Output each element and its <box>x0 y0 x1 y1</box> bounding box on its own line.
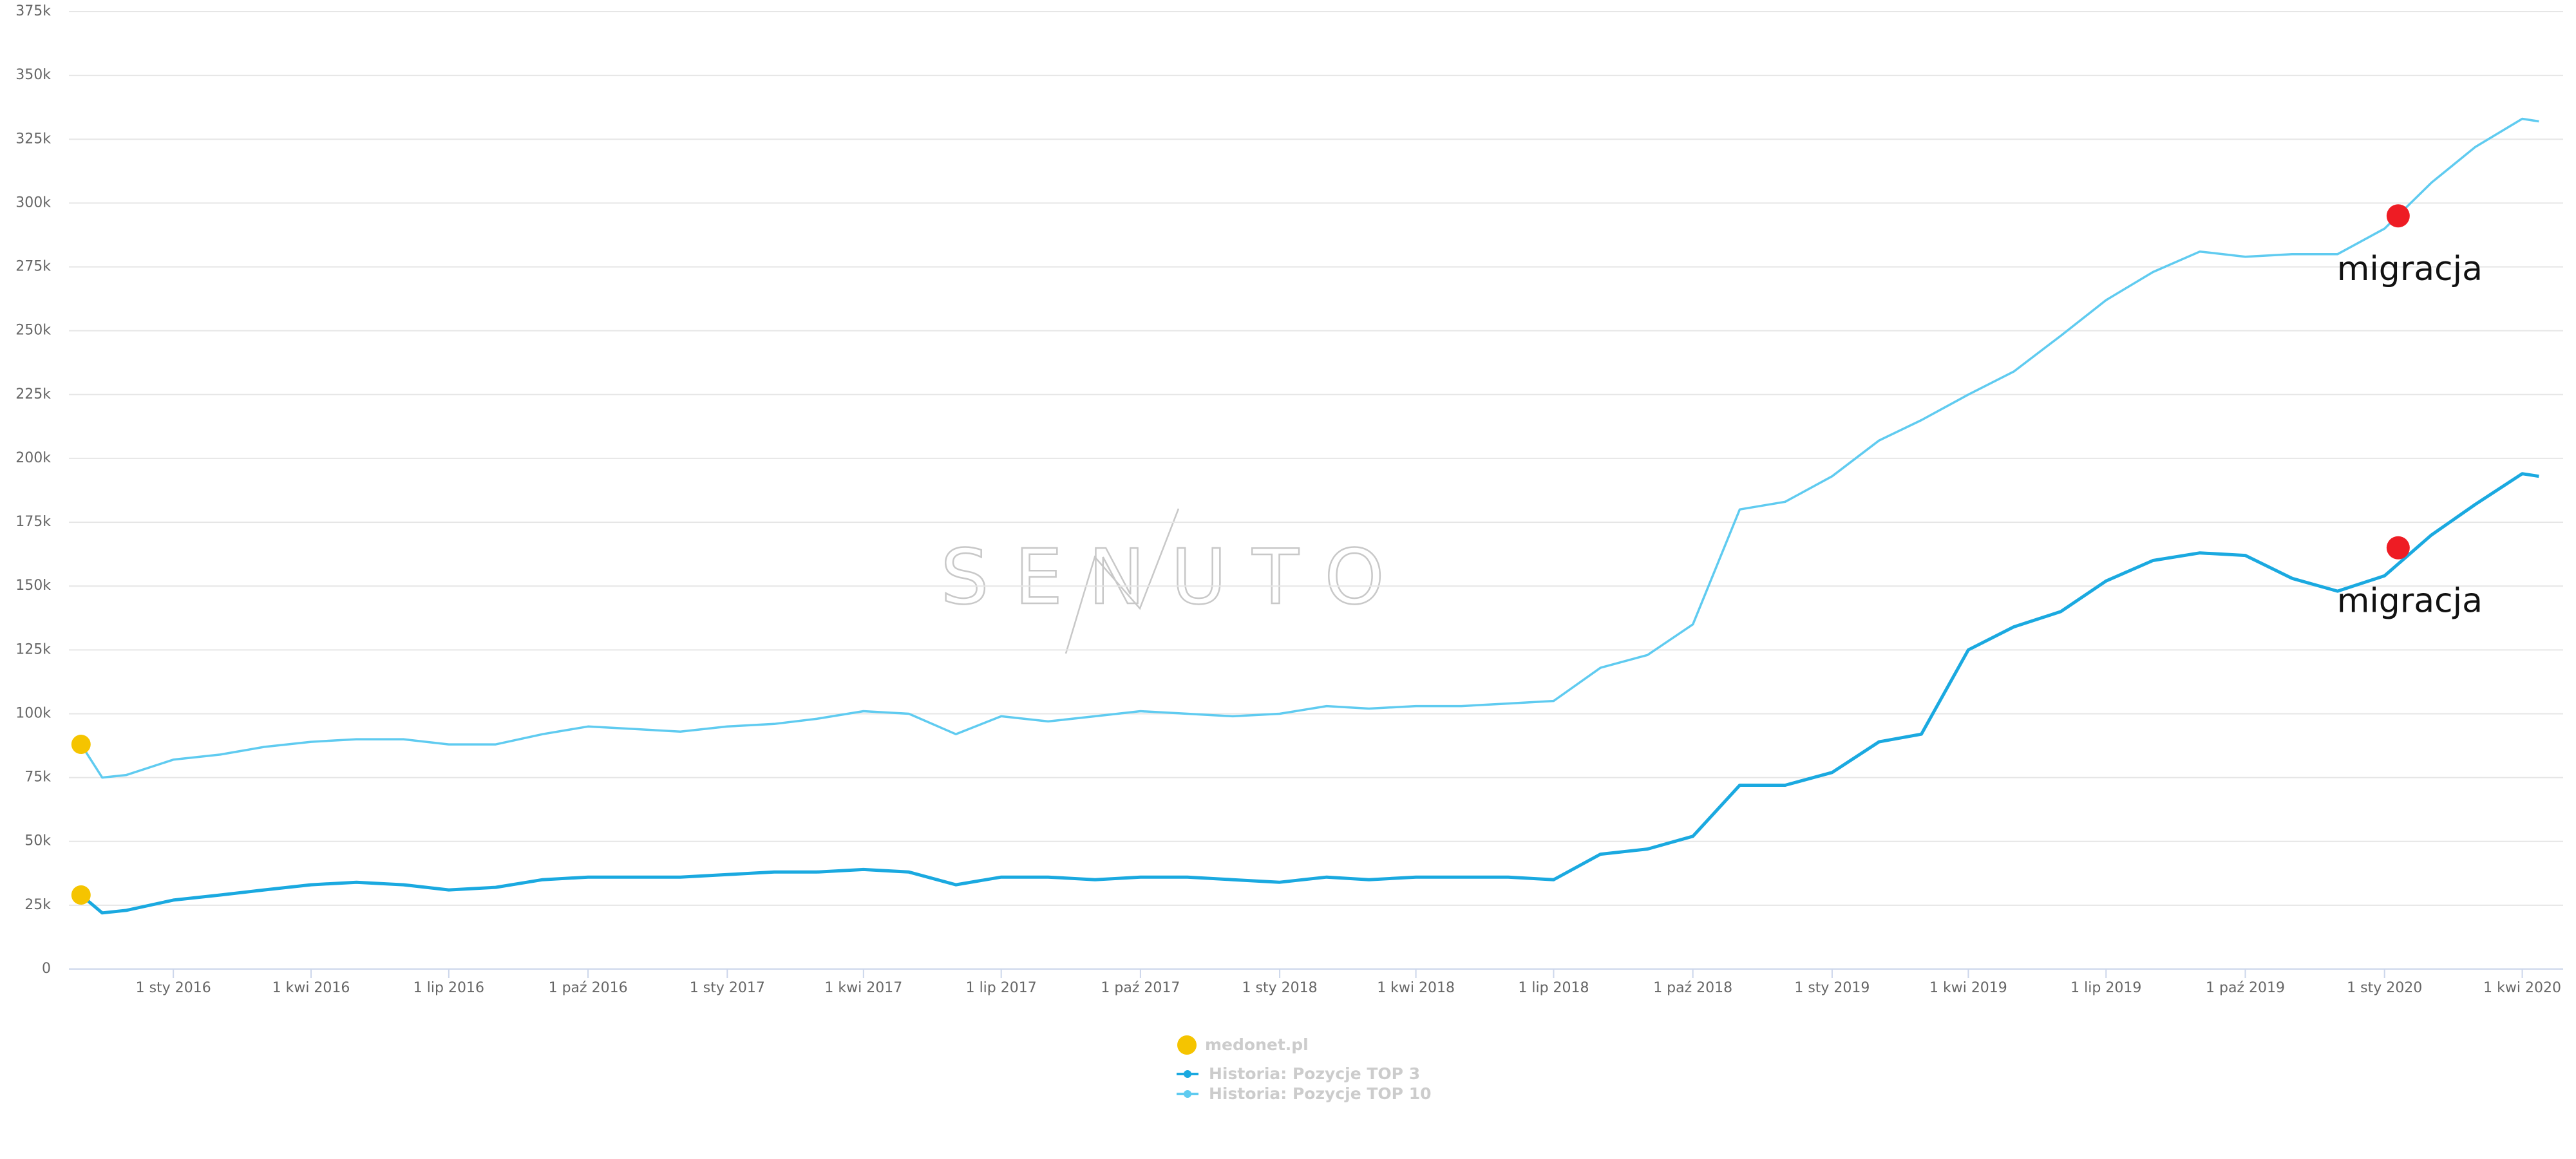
watermark-logo <box>1065 508 1180 654</box>
y-tick-label: 50k <box>24 833 51 849</box>
start-marker <box>71 885 91 905</box>
series-line <box>80 117 2539 779</box>
x-tick-label: 1 paź 2016 <box>549 980 628 996</box>
watermark: SENUTO <box>940 532 1410 621</box>
y-tick-label: 100k <box>15 705 51 721</box>
legend-dot <box>1184 1070 1191 1078</box>
x-tick-label: 1 sty 2020 <box>2347 980 2422 996</box>
x-tick-label: 1 sty 2019 <box>1794 980 1870 996</box>
legend-label: Historia: Pozycje TOP 10 <box>1209 1084 1431 1103</box>
x-tick-label: 1 sty 2017 <box>690 980 765 996</box>
x-tick-label: 1 lip 2018 <box>1518 980 1589 996</box>
annotation-label: migracja <box>2337 582 2483 621</box>
y-tick-label: 200k <box>15 450 51 466</box>
x-tick-label: 1 kwi 2016 <box>272 980 350 996</box>
y-tick-label: 375k <box>15 3 51 19</box>
x-tick-label: 1 lip 2017 <box>966 980 1037 996</box>
x-tick-label: 1 paź 2018 <box>1653 980 1732 996</box>
legend-label: Historia: Pozycje TOP 3 <box>1209 1064 1420 1083</box>
y-tick-label: 175k <box>15 514 51 530</box>
legend-marker <box>1177 1035 1197 1055</box>
annotation-label: migracja <box>2337 250 2483 288</box>
y-tick-label: 150k <box>15 578 51 594</box>
x-tick-label: 1 kwi 2018 <box>1377 980 1455 996</box>
x-tick-label: 1 kwi 2017 <box>824 980 902 996</box>
y-tick-label: 225k <box>15 386 51 402</box>
y-tick-label: 125k <box>15 641 51 657</box>
x-tick-label: 1 paź 2019 <box>2206 980 2285 996</box>
y-tick-label: 325k <box>15 131 51 147</box>
start-marker <box>71 735 91 755</box>
annotation-marker <box>2386 204 2410 228</box>
series-line <box>80 472 2539 915</box>
x-tick-label: 1 kwi 2020 <box>2483 980 2561 996</box>
y-tick-label: 275k <box>15 259 51 275</box>
y-tick-label: 75k <box>24 769 51 786</box>
y-tick-label: 350k <box>15 67 51 83</box>
x-tick-label: 1 sty 2016 <box>136 980 211 996</box>
legend-dot <box>1184 1090 1191 1098</box>
x-tick-label: 1 lip 2016 <box>413 980 484 996</box>
y-tick-label: 300k <box>15 194 51 211</box>
x-tick-label: 1 lip 2019 <box>2070 980 2141 996</box>
x-tick-label: 1 paź 2017 <box>1101 980 1180 996</box>
legend-title: medonet.pl <box>1205 1035 1309 1054</box>
y-tick-label: 0 <box>42 961 51 977</box>
annotation-marker <box>2386 536 2410 560</box>
x-tick-label: 1 sty 2018 <box>1242 980 1318 996</box>
y-tick-label: 25k <box>24 897 51 913</box>
y-tick-label: 250k <box>15 323 51 339</box>
x-tick-label: 1 kwi 2019 <box>1929 980 2007 996</box>
